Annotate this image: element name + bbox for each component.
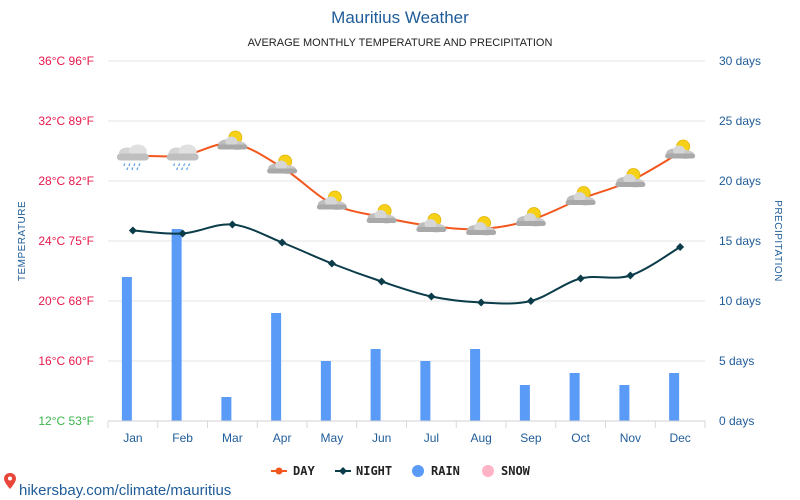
- map-pin-icon: [4, 473, 16, 489]
- y-left-tick-label: 16°C 60°F: [38, 354, 94, 368]
- night-point[interactable]: [676, 243, 685, 251]
- rain-bar: [619, 385, 630, 421]
- weather-icons: [116, 130, 696, 236]
- sun-cloud-icon[interactable]: [416, 213, 447, 233]
- night-point[interactable]: [477, 298, 486, 307]
- x-tick-label: Sep: [520, 431, 542, 445]
- rain-bar: [370, 349, 381, 421]
- y-left-tick-label: 12°C 53°F: [38, 414, 94, 428]
- sun-cloud-icon[interactable]: [565, 186, 596, 206]
- legend-label-snow: SNOW: [501, 464, 531, 478]
- sun-cloud-icon[interactable]: [267, 154, 298, 174]
- x-tick-label: Feb: [172, 431, 193, 445]
- rain-bar: [470, 349, 481, 421]
- y-right-tick-label: 10 days: [719, 294, 761, 308]
- sun-cloud-icon[interactable]: [316, 190, 347, 210]
- rain-bar: [519, 385, 530, 421]
- y-right-axis-title: PRECIPITATION: [772, 200, 783, 282]
- rain-bar: [221, 397, 232, 421]
- rain-bar: [669, 373, 680, 421]
- y-right-tick-label: 25 days: [719, 114, 761, 128]
- y-right-tick-label: 5 days: [719, 354, 754, 368]
- y-right-tick-label: 20 days: [719, 174, 761, 188]
- x-tick-label: Dec: [669, 431, 690, 445]
- y-left-tick-label: 24°C 75°F: [38, 234, 94, 248]
- sun-cloud-icon[interactable]: [515, 207, 546, 227]
- x-tick-label: Jan: [123, 431, 142, 445]
- y-left-tick-label: 20°C 68°F: [38, 294, 94, 308]
- rain-cloud-icon[interactable]: [116, 144, 149, 171]
- rain-bar: [121, 277, 132, 421]
- night-line: [132, 223, 681, 305]
- sun-cloud-icon[interactable]: [217, 130, 248, 150]
- legend: DAY NIGHT RAIN SNOW: [271, 464, 531, 478]
- night-point[interactable]: [576, 274, 585, 283]
- legend-label-night: NIGHT: [356, 464, 392, 478]
- night-point[interactable]: [128, 226, 137, 235]
- source-link[interactable]: hikersbay.com/climate/mauritius: [4, 473, 231, 499]
- night-point[interactable]: [228, 220, 237, 229]
- y-right-tick-label: 0 days: [719, 414, 754, 428]
- rain-bar: [420, 361, 431, 421]
- rain-bar: [271, 313, 282, 421]
- rain-bar: [569, 373, 580, 421]
- y-left-axis-title: TEMPERATURE: [17, 201, 28, 281]
- night-point[interactable]: [526, 297, 535, 305]
- axes: 36°C 96°F 32°C 89°F 28°C 82°F 24°C 75°F 20°C…: [38, 54, 761, 445]
- night-point[interactable]: [427, 292, 436, 301]
- sun-cloud-icon[interactable]: [665, 139, 696, 159]
- y-right-tick-label: 30 days: [719, 54, 761, 68]
- chart-title: Mauritius Weather: [331, 8, 469, 27]
- day-line: [132, 142, 681, 231]
- night-point[interactable]: [278, 238, 287, 247]
- legend-label-rain: RAIN: [431, 464, 460, 478]
- night-point[interactable]: [178, 229, 187, 238]
- y-left-tick-label: 32°C 89°F: [38, 114, 94, 128]
- rain-bar: [171, 229, 182, 421]
- sun-cloud-icon[interactable]: [466, 216, 497, 236]
- legend-label-day: DAY: [293, 464, 315, 478]
- legend-item-snow[interactable]: SNOW: [482, 464, 531, 478]
- x-tick-label: Nov: [620, 431, 641, 445]
- sun-cloud-icon[interactable]: [615, 168, 646, 188]
- x-tick-label: Oct: [571, 431, 590, 445]
- rain-bar: [320, 361, 331, 421]
- x-tick-label: Jun: [372, 431, 391, 445]
- x-tick-label: Mar: [222, 431, 243, 445]
- rain-bars: [121, 229, 680, 421]
- temperature-lines: [128, 142, 685, 307]
- sun-cloud-icon[interactable]: [366, 204, 397, 224]
- night-point[interactable]: [327, 259, 336, 268]
- legend-item-day[interactable]: DAY: [271, 464, 315, 478]
- night-point[interactable]: [377, 277, 386, 286]
- y-right-tick-label: 15 days: [719, 234, 761, 248]
- y-left-tick-label: 36°C 96°F: [38, 54, 94, 68]
- legend-item-night[interactable]: NIGHT: [335, 464, 392, 478]
- night-point[interactable]: [626, 271, 635, 280]
- y-left-tick-label: 28°C 82°F: [38, 174, 94, 188]
- x-tick-label: Jul: [424, 431, 439, 445]
- x-tick-label: Aug: [470, 431, 491, 445]
- grid-lines: [108, 60, 705, 422]
- source-link-text: hikersbay.com/climate/mauritius: [19, 482, 231, 499]
- legend-item-rain[interactable]: RAIN: [412, 464, 460, 478]
- rain-cloud-icon[interactable]: [166, 144, 199, 171]
- x-tick-label: Apr: [273, 431, 292, 445]
- x-tick-label: May: [321, 431, 344, 445]
- chart-subtitle: AVERAGE MONTHLY TEMPERATURE AND PRECIPIT…: [248, 37, 553, 49]
